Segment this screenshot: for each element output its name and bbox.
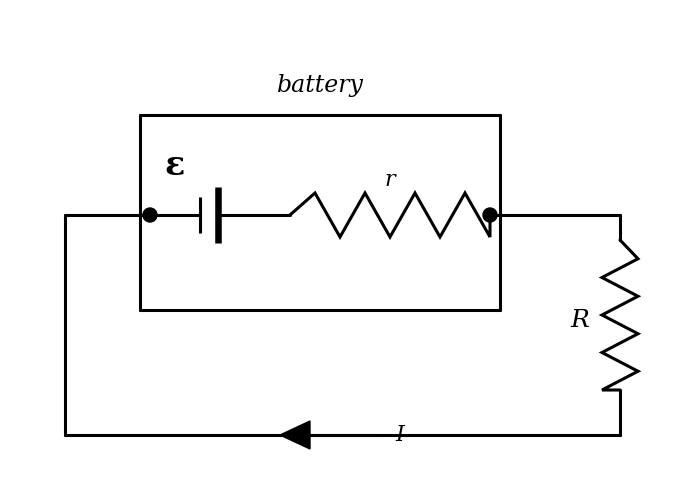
Text: r: r (385, 169, 395, 191)
Circle shape (143, 208, 157, 222)
Text: battery: battery (276, 74, 364, 97)
Circle shape (483, 208, 497, 222)
Text: R: R (571, 308, 589, 332)
Text: ε: ε (165, 148, 185, 181)
Polygon shape (280, 421, 310, 449)
Text: I: I (395, 424, 404, 446)
